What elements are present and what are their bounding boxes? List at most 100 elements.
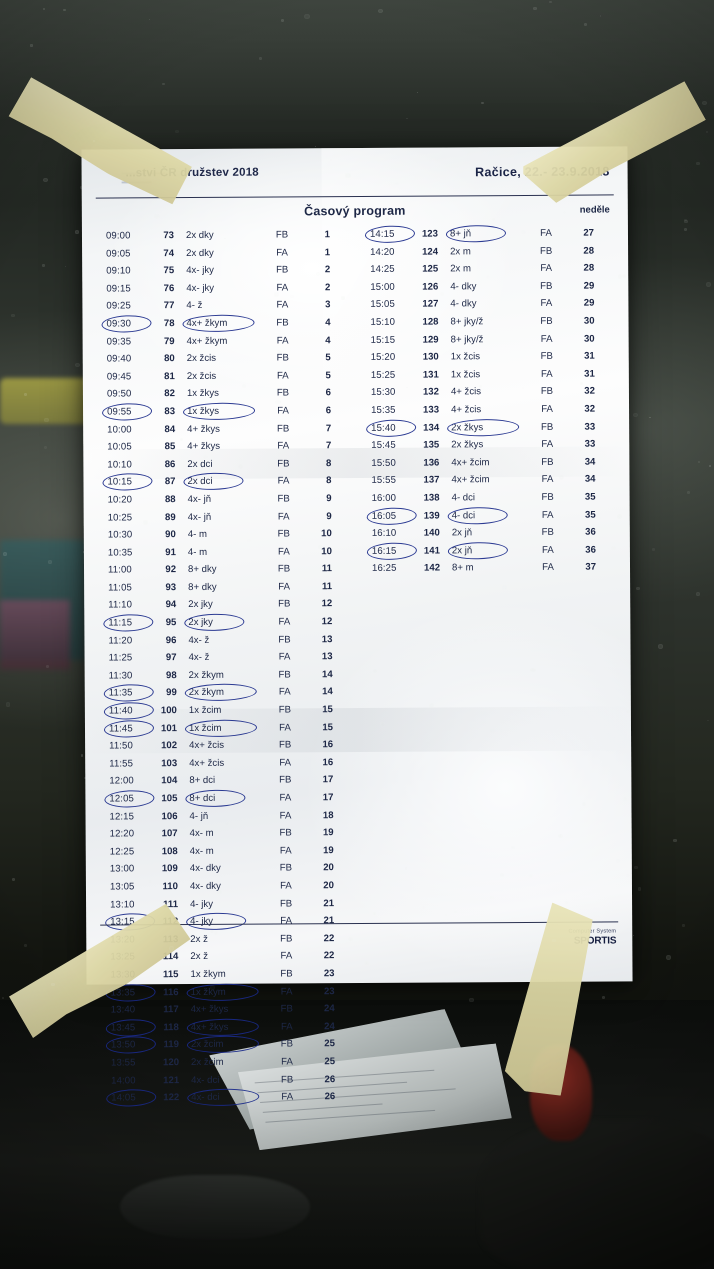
schedule-row: 12:15 106 4- jň FA 18 <box>103 809 361 828</box>
race-number: 125 <box>422 263 439 275</box>
race-round: FB <box>278 634 291 646</box>
race-round: FA <box>279 809 292 822</box>
race-heat-number: 35 <box>584 491 596 503</box>
race-round: FB <box>279 862 293 874</box>
race-heat-number: 19 <box>322 827 334 839</box>
race-number: 86 <box>164 458 176 470</box>
race-heat-number: 23 <box>323 985 335 997</box>
race-round: FA <box>278 686 291 698</box>
race-event: 2x žkys <box>451 421 484 433</box>
race-round: FA <box>278 616 291 628</box>
race-number: 108 <box>161 845 178 857</box>
race-round: FA <box>542 562 554 574</box>
race-number: 140 <box>423 527 440 539</box>
race-heat-number: 24 <box>324 1020 335 1032</box>
schedule-row: 11:15 95 2x jky FA 12 <box>102 613 360 634</box>
race-event: 8+ jň <box>449 228 472 240</box>
schedule-row: 11:35 99 2x žkym FA 14 <box>103 683 361 704</box>
race-event: 4+ žkys <box>187 423 220 435</box>
race-number: 135 <box>423 439 440 451</box>
race-time: 15:15 <box>370 334 396 346</box>
race-number: 117 <box>163 1004 179 1016</box>
race-number: 98 <box>165 669 177 682</box>
schedule-row: 15:05 127 4- dky FA 29 <box>364 297 612 316</box>
race-number: 142 <box>423 562 441 574</box>
schedule-row: 15:40 134 2x žkys FB 33 <box>365 417 613 439</box>
race-heat-number: 11 <box>321 581 333 593</box>
race-heat-number: 8 <box>326 475 332 487</box>
race-event: 4+ žcis <box>451 404 482 416</box>
race-number: 130 <box>422 351 439 363</box>
race-number: 100 <box>160 705 177 717</box>
schedule-row: 12:05 105 8+ dci FA 17 <box>103 789 361 810</box>
schedule-row: 09:55 83 1x žkys FA 6 <box>101 401 359 423</box>
race-number: 77 <box>163 300 175 312</box>
race-round: FA <box>279 792 292 804</box>
race-number: 139 <box>423 509 440 522</box>
race-heat-number: 13 <box>321 633 333 645</box>
schedule-row: 15:15 129 8+ jky/ž FA 30 <box>365 332 613 351</box>
race-event: 8+ dci <box>189 775 216 787</box>
race-time: 16:25 <box>371 563 397 575</box>
schedule-row: 10:30 90 4- m FB 10 <box>102 527 360 546</box>
schedule-row: 12:25 108 4x- m FA 19 <box>104 844 362 863</box>
race-round: FB <box>277 528 290 540</box>
race-time: 11:20 <box>108 635 133 647</box>
race-round: FA <box>540 333 553 345</box>
race-event: 2x žcim <box>190 1039 224 1051</box>
race-event: 8+ dky <box>187 564 217 576</box>
race-heat-number: 23 <box>323 968 335 980</box>
race-heat-number: 31 <box>584 368 595 380</box>
race-event: 8+ jky/ž <box>450 316 484 328</box>
race-heat-number: 11 <box>321 563 333 575</box>
glass-glare <box>0 0 714 120</box>
race-round: FA <box>540 262 553 275</box>
race-heat-number: 19 <box>323 844 334 856</box>
race-time: 11:25 <box>108 652 133 664</box>
race-heat-number: 12 <box>321 616 333 628</box>
race-time: 10:25 <box>107 511 133 524</box>
race-heat-number: 22 <box>323 950 335 962</box>
race-time: 13:40 <box>110 1004 136 1016</box>
race-number: 101 <box>160 722 178 734</box>
race-time: 13:45 <box>110 1022 136 1034</box>
race-heat-number: 33 <box>584 438 596 450</box>
race-time: 12:15 <box>109 810 135 823</box>
race-time: 15:10 <box>370 316 396 328</box>
race-event: 8+ dci <box>189 792 216 805</box>
race-time: 10:35 <box>107 547 133 559</box>
race-round: FA <box>540 298 553 310</box>
schedule-row: 15:35 133 4+ žcis FA 32 <box>365 402 613 421</box>
race-heat-number: 22 <box>323 932 335 944</box>
race-event: 1x žcis <box>450 368 481 381</box>
race-time: 15:35 <box>371 404 396 416</box>
race-heat-number: 31 <box>584 350 595 362</box>
schedule-row: 09:50 82 1x žkys FB 6 <box>101 386 359 405</box>
schedule-row: 09:05 74 2x dky FA 1 <box>100 246 358 265</box>
race-time: 13:55 <box>111 1057 136 1069</box>
race-time: 15:05 <box>370 299 395 311</box>
schedule-row: 13:45 118 4x+ žkys FA 24 <box>105 1017 363 1039</box>
schedule-row: 13:00 109 4x- dky FB 20 <box>104 861 362 880</box>
race-round: FB <box>541 526 554 538</box>
race-round: FB <box>277 563 291 575</box>
race-number: 137 <box>423 474 440 486</box>
race-number: 80 <box>164 353 175 365</box>
race-time: 14:15 <box>369 228 395 240</box>
race-heat-number: 5 <box>325 352 331 364</box>
race-time: 13:05 <box>109 881 135 893</box>
race-number: 104 <box>161 775 178 787</box>
race-number: 84 <box>164 423 176 435</box>
race-event: 1x žkys <box>187 405 220 417</box>
race-time: 13:00 <box>109 863 135 875</box>
race-round: FA <box>280 950 293 962</box>
schedule-row: 16:15 141 2x jň FA 36 <box>366 541 614 562</box>
race-heat-number: 32 <box>584 403 596 415</box>
race-heat-number: 17 <box>322 774 334 786</box>
race-heat-number: 1 <box>324 246 331 258</box>
schedule-row: 15:00 126 4- dky FB 29 <box>364 279 612 298</box>
schedule-row: 13:05 110 4x- dky FA 20 <box>104 879 362 898</box>
race-event: 4x- ž <box>188 652 210 664</box>
schedule-column-right: 14:15 123 8+ jň FA 27 14:20 124 2x m FB 28 14:25 12… <box>364 224 614 579</box>
race-heat-number: 13 <box>321 651 333 663</box>
